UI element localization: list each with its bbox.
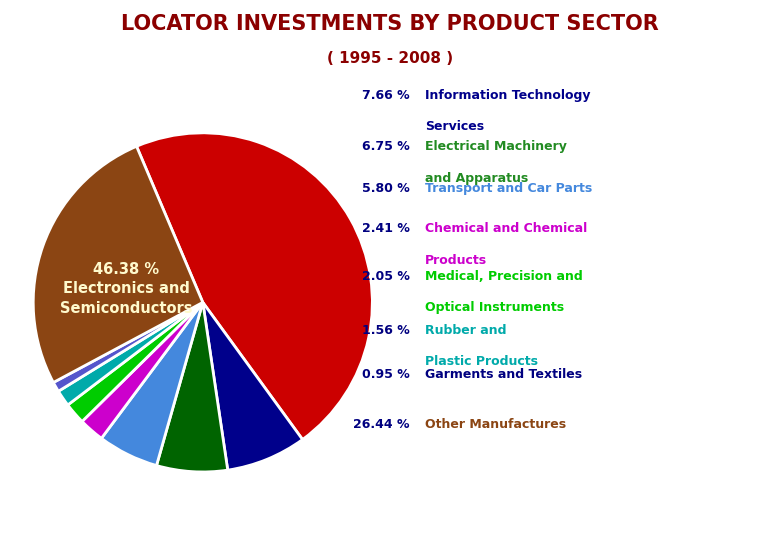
Text: Rubber and: Rubber and bbox=[425, 324, 506, 337]
Text: 46.38 %
Electronics and
Semiconductors: 46.38 % Electronics and Semiconductors bbox=[60, 261, 193, 316]
Wedge shape bbox=[53, 302, 203, 392]
Text: Services: Services bbox=[425, 120, 484, 133]
Text: Products: Products bbox=[425, 254, 488, 267]
Text: 5.80 %: 5.80 % bbox=[362, 182, 410, 195]
Text: Other Manufactures: Other Manufactures bbox=[425, 418, 566, 431]
Wedge shape bbox=[68, 302, 203, 421]
Wedge shape bbox=[58, 302, 203, 405]
Text: and Apparatus: and Apparatus bbox=[425, 172, 528, 185]
Text: Medical, Precision and: Medical, Precision and bbox=[425, 270, 583, 283]
Wedge shape bbox=[203, 302, 303, 470]
Text: 26.44 %: 26.44 % bbox=[353, 418, 410, 431]
Text: 7.66 %: 7.66 % bbox=[362, 89, 410, 102]
Text: ( 1995 - 2008 ): ( 1995 - 2008 ) bbox=[327, 51, 453, 66]
Wedge shape bbox=[34, 146, 203, 382]
Wedge shape bbox=[136, 133, 372, 440]
Wedge shape bbox=[157, 302, 228, 472]
Text: LOCATOR INVESTMENTS BY PRODUCT SECTOR: LOCATOR INVESTMENTS BY PRODUCT SECTOR bbox=[121, 14, 659, 33]
Text: 0.95 %: 0.95 % bbox=[362, 368, 410, 381]
Text: Transport and Car Parts: Transport and Car Parts bbox=[425, 182, 592, 195]
Text: Information Technology: Information Technology bbox=[425, 89, 590, 102]
Wedge shape bbox=[101, 302, 203, 465]
Text: 2.41 %: 2.41 % bbox=[362, 222, 410, 235]
Text: 6.75 %: 6.75 % bbox=[362, 140, 410, 153]
Text: Garments and Textiles: Garments and Textiles bbox=[425, 368, 582, 381]
Text: 2.05 %: 2.05 % bbox=[362, 270, 410, 283]
Wedge shape bbox=[82, 302, 203, 438]
Text: 1.56 %: 1.56 % bbox=[362, 324, 410, 337]
Text: Optical Instruments: Optical Instruments bbox=[425, 301, 564, 314]
Text: Chemical and Chemical: Chemical and Chemical bbox=[425, 222, 587, 235]
Text: Electrical Machinery: Electrical Machinery bbox=[425, 140, 567, 153]
Text: Plastic Products: Plastic Products bbox=[425, 355, 538, 368]
